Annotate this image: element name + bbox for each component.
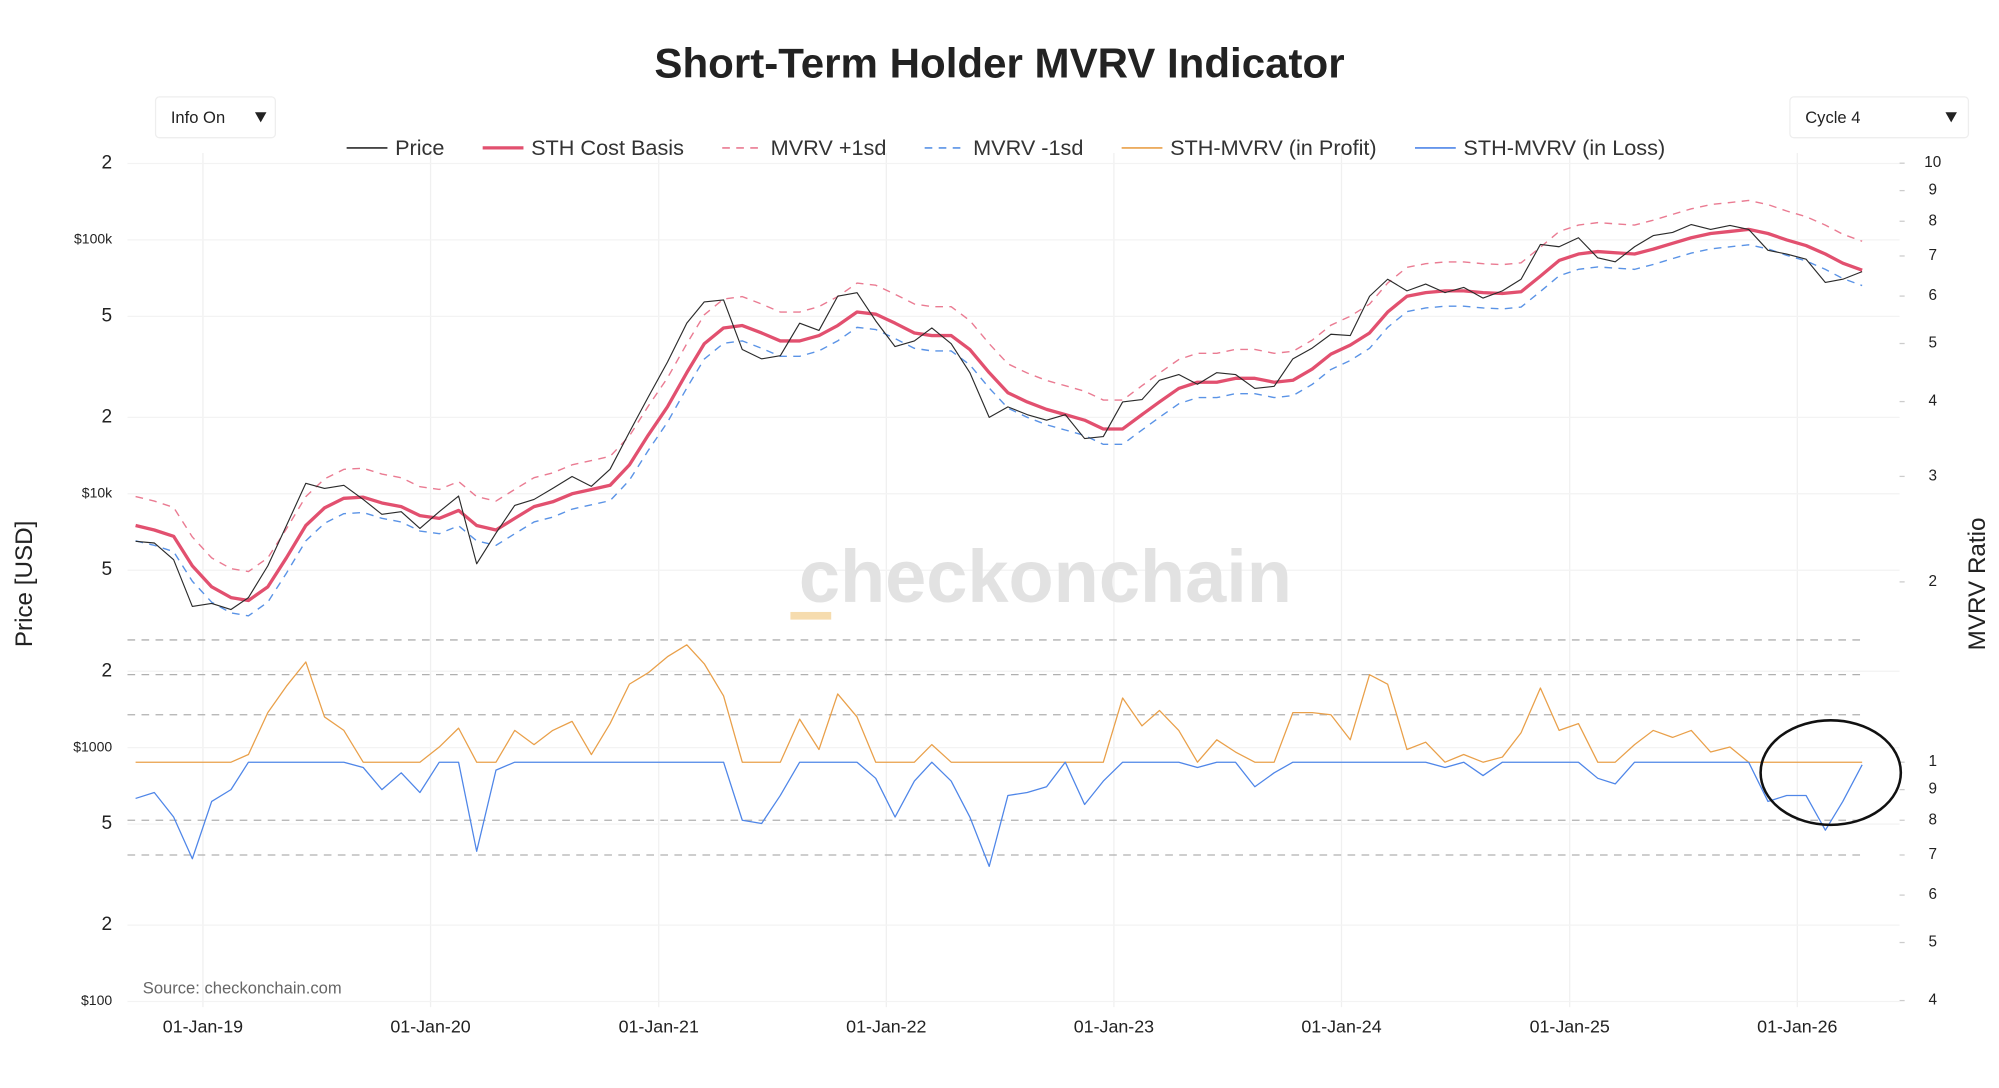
series-line: [135, 644, 1863, 763]
legend-label: STH Cost Basis: [531, 135, 684, 160]
series-line: [135, 199, 1863, 573]
dropdown-box[interactable]: [154, 96, 277, 139]
grid: 01-Jan-19 01-Jan-20 01-Jan-21 01-Jan-22 01-J…: [73, 153, 1941, 1037]
y2-tick-label: 4: [1928, 393, 1937, 410]
y-axis-title: Price [USD]: [11, 521, 38, 648]
y2-tick-label: 4: [1928, 992, 1937, 1009]
chart-title: Short-Term Holder MVRV Indicator: [654, 39, 1344, 86]
y-tick-label: 5: [102, 305, 113, 326]
legend-item: STH-MVRV (in Loss): [1414, 135, 1665, 160]
x-tick-label: 01-Jan-24: [1301, 1016, 1381, 1036]
series-line: [135, 244, 1863, 617]
y2-tick-label: 6: [1928, 287, 1937, 304]
legend-label: STH-MVRV (in Profit): [1170, 135, 1377, 160]
y2-tick-label: 5: [1928, 335, 1937, 352]
y-tick-label: 2: [102, 153, 113, 174]
dropdown-label[interactable]: Cycle 4: [1805, 108, 1860, 127]
highlight-ellipse: [1759, 719, 1903, 827]
dropdown-arrow[interactable]: [1945, 112, 1957, 123]
y2-tick-label: 3: [1928, 467, 1937, 484]
x-tick-label: 01-Jan-20: [390, 1016, 470, 1036]
dropdown-box[interactable]: [1789, 96, 1970, 139]
legend: Price STH Cost Basis MVRV +1sd MVRV -1sd STH…: [346, 135, 1665, 160]
series-line: [135, 223, 1863, 611]
legend-item: Price: [346, 135, 444, 160]
y-tick-label: 2: [102, 406, 113, 427]
plot: [135, 199, 1863, 868]
dropdown[interactable]: Info On: [154, 96, 277, 139]
legend-item: MVRV +1sd: [722, 135, 886, 160]
y-tick-label: $100k: [74, 231, 113, 247]
dropdown[interactable]: Cycle 4: [1789, 96, 1970, 139]
legend-item: STH-MVRV (in Profit): [1121, 135, 1377, 160]
x-tick-label: 01-Jan-19: [163, 1016, 243, 1036]
y2-tick-label: 8: [1928, 212, 1937, 229]
source-note: Source: checkonchain.com: [143, 979, 342, 998]
legend-label: STH-MVRV (in Loss): [1463, 135, 1665, 160]
y-tick-label: $100: [81, 992, 112, 1008]
y2-axis-title: MVRV Ratio: [1964, 517, 1991, 650]
watermark: checkonchain: [799, 535, 1292, 618]
y2-tick-label: 2: [1928, 573, 1937, 590]
x-tick-label: 01-Jan-23: [1074, 1016, 1154, 1036]
y-tick-label: 5: [102, 559, 113, 580]
y2-tick-label: 10: [1924, 154, 1941, 171]
x-tick-label: 01-Jan-22: [846, 1016, 926, 1036]
y-tick-label: 5: [102, 813, 113, 834]
x-tick-label: 01-Jan-25: [1530, 1016, 1610, 1036]
series-line: [135, 761, 1863, 868]
legend-label: MVRV -1sd: [973, 135, 1083, 160]
y-tick-label: $1000: [73, 738, 112, 754]
y2-tick-label: 7: [1928, 846, 1937, 863]
dropdown-arrow[interactable]: [254, 112, 267, 123]
x-tick-label: 01-Jan-26: [1757, 1016, 1837, 1036]
watermark-underscore: [790, 611, 832, 620]
legend-label: MVRV +1sd: [771, 135, 887, 160]
y2-tick-label: 7: [1928, 247, 1937, 264]
legend-item: MVRV -1sd: [924, 135, 1083, 160]
y2-tick-label: 9: [1928, 182, 1937, 199]
y2-tick-label: 1: [1928, 753, 1937, 770]
y2-tick-label: 9: [1928, 781, 1937, 798]
dropdown-label[interactable]: Info On: [171, 108, 225, 127]
y2-tick-label: 5: [1928, 934, 1937, 951]
legend-item: STH Cost Basis: [482, 135, 684, 160]
y-tick-label: $10k: [82, 484, 113, 500]
x-tick-label: 01-Jan-21: [619, 1016, 699, 1036]
series-line: [135, 227, 1863, 603]
y-tick-label: 2: [102, 660, 113, 681]
y-tick-label: 2: [102, 914, 113, 935]
y2-tick-label: 8: [1928, 811, 1937, 828]
legend-label: Price: [395, 135, 444, 160]
y2-tick-label: 6: [1928, 886, 1937, 903]
